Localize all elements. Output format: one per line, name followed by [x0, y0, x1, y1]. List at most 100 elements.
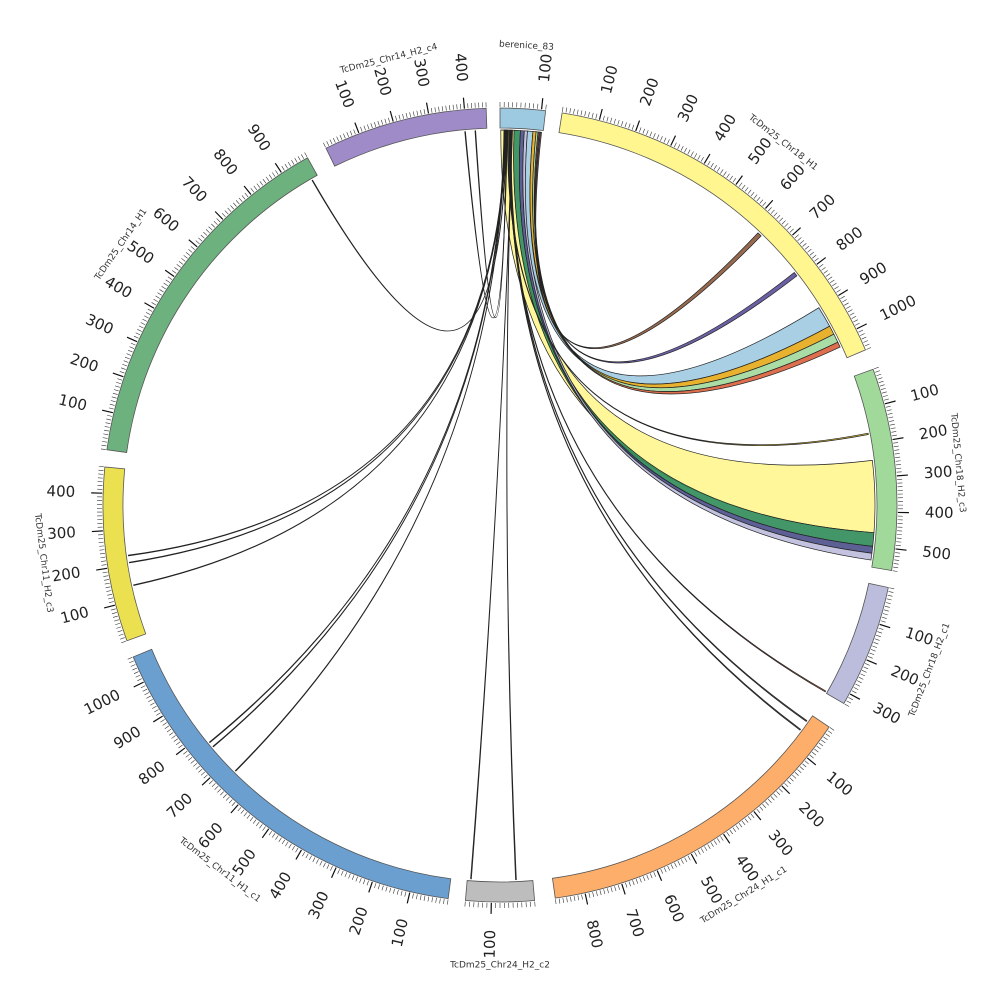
- tick-label: 100: [909, 380, 941, 405]
- tick-minor: [707, 844, 711, 849]
- tick-minor: [723, 171, 727, 176]
- link-berenice_83-to-chr11_h1_c1-17: [212, 129, 506, 748]
- tick-major: [152, 715, 163, 723]
- tick-minor: [573, 895, 576, 902]
- tick-minor: [889, 420, 895, 422]
- tick-minor: [439, 898, 441, 904]
- tick-minor: [99, 545, 105, 547]
- tick-major: [261, 828, 270, 839]
- tick-minor: [367, 124, 370, 130]
- tick-label: 900: [244, 121, 275, 155]
- tick-minor: [867, 656, 873, 659]
- tick-minor: [374, 883, 377, 889]
- tick-minor: [147, 308, 153, 312]
- tick-minor: [677, 860, 681, 866]
- tick-minor: [385, 886, 388, 892]
- tick-label: 200: [795, 798, 828, 831]
- tick-major: [406, 892, 411, 904]
- tick-minor: [860, 333, 865, 336]
- tick-minor: [849, 312, 855, 316]
- link-berenice_83-to-chr14_h2_c4-24: [464, 129, 508, 318]
- tick-major: [330, 867, 337, 878]
- tick-label: 200: [51, 563, 82, 585]
- tick-minor: [653, 133, 656, 138]
- segment-label-chr24_h2_c2: TcDm25_Chr24_H2_c2: [449, 961, 550, 971]
- tick-minor: [190, 759, 195, 764]
- tick-minor: [716, 167, 721, 172]
- tick-minor: [756, 808, 761, 814]
- tick-minor: [893, 442, 899, 444]
- tick-minor: [842, 299, 847, 303]
- tick-minor: [346, 132, 349, 138]
- tick-minor: [443, 899, 445, 905]
- tick-minor: [329, 139, 333, 145]
- tick-minor: [595, 891, 598, 897]
- tick-minor: [137, 329, 142, 332]
- tick-minor: [614, 886, 617, 892]
- tick-minor: [119, 637, 125, 640]
- tick-minor: [101, 564, 107, 566]
- tick-minor: [220, 791, 224, 796]
- tick-minor: [684, 147, 687, 153]
- tick-minor: [804, 245, 810, 250]
- tick-minor: [297, 156, 301, 161]
- tick-minor: [882, 613, 888, 616]
- tick-minor: [687, 855, 691, 861]
- tick-minor: [126, 353, 132, 356]
- tick-minor: [818, 742, 824, 747]
- tick-minor: [720, 836, 724, 841]
- tick-minor: [105, 422, 111, 425]
- tick-minor: [789, 777, 794, 782]
- tick-minor: [99, 553, 105, 555]
- tick-minor: [894, 453, 900, 455]
- tick-minor: [291, 845, 295, 851]
- tick-minor: [778, 788, 783, 793]
- tick-minor: [807, 248, 812, 253]
- tick-minor: [323, 862, 326, 868]
- tick-minor: [886, 598, 892, 601]
- tick-minor: [103, 575, 109, 577]
- tick-major: [389, 110, 394, 122]
- tick-minor: [887, 413, 893, 415]
- tick-minor: [588, 892, 591, 898]
- tick-minor: [185, 753, 190, 758]
- tick-minor: [565, 107, 568, 113]
- tick-minor: [690, 151, 694, 157]
- tick-minor: [704, 846, 708, 851]
- tick-label: 200: [636, 75, 663, 108]
- tick-minor: [127, 657, 133, 660]
- tick-major: [104, 604, 115, 609]
- tick-minor: [294, 158, 298, 163]
- tick-minor: [855, 322, 860, 326]
- tick-major: [849, 693, 861, 700]
- tick-major: [598, 108, 603, 120]
- link-berenice_83-to-chr18_h2_c3-10: [507, 129, 869, 447]
- tick-minor: [165, 279, 171, 283]
- tick-minor: [291, 159, 295, 165]
- tick-minor: [221, 212, 226, 217]
- tick-minor: [720, 169, 724, 174]
- tick-minor: [895, 552, 901, 554]
- tick-minor: [319, 860, 323, 866]
- tick-label: 900: [110, 722, 144, 752]
- tick-minor: [326, 864, 330, 870]
- tick-major: [274, 162, 282, 173]
- tick-minor: [874, 638, 880, 641]
- tick-label: 500: [921, 542, 951, 563]
- tick-minor: [222, 794, 227, 799]
- tick-minor: [227, 207, 232, 212]
- tick-minor: [821, 739, 826, 744]
- link-berenice_83-to-chr18_h1-9: [534, 131, 762, 349]
- tick-minor: [249, 816, 254, 822]
- tick-minor: [456, 104, 458, 110]
- tick-minor: [697, 850, 701, 855]
- tick-minor: [114, 619, 119, 622]
- tick-label: 300: [305, 888, 333, 922]
- tick-label: 300: [47, 523, 77, 543]
- tick-minor: [707, 160, 711, 166]
- links-layer: [127, 129, 876, 881]
- tick-minor: [377, 120, 380, 126]
- tick-minor: [700, 848, 704, 853]
- tick-label: 200: [888, 662, 921, 690]
- tick-minor: [863, 340, 869, 343]
